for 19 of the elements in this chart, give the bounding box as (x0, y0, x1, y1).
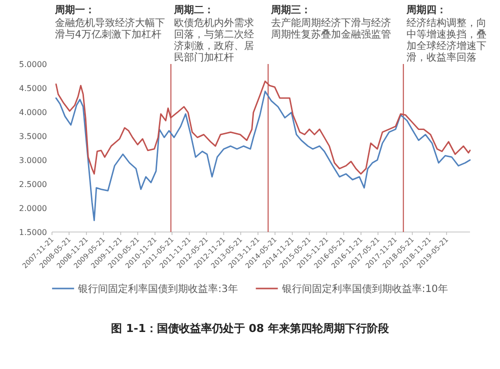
text: 欧债危机内外需求回落，与第二次经济刺激，政府、居民部门加杠杆 (174, 17, 254, 64)
text: 周期一： (54, 4, 95, 16)
y-tick-label: 2.0000 (19, 204, 47, 213)
text: 周期二： (172, 4, 214, 16)
text: 周期四： (405, 4, 446, 16)
text: 去产能周期经济下滑与经济周期性复苏叠加金融强监管 (271, 17, 392, 40)
text: 图 1-1：国债收益率仍处于 08 年来第四轮周期下行阶段 (111, 322, 390, 335)
y-tick-label: 4.5000 (19, 84, 47, 93)
text: 经济结构调整，向中等增速换挡，叠加全球经济增速下滑，收益率回落 (406, 17, 486, 64)
text: 金融危机导致经济大幅下滑与4万亿刺激下加杠杆 (55, 17, 165, 40)
y-tick-label: 2.5000 (19, 180, 47, 189)
legend-label: 银行间固定利率国债到期收益率:10年 (280, 283, 448, 295)
y-tick-label: 4.0000 (19, 108, 47, 117)
legend-label: 银行间固定利率国债到期收益率:3年 (77, 283, 238, 295)
y-tick-label: 5.0000 (19, 60, 47, 69)
text: 周期三： (270, 4, 312, 16)
y-tick-label: 1.5000 (19, 228, 47, 237)
y-tick-label: 3.0000 (19, 156, 47, 165)
y-tick-label: 3.5000 (19, 132, 47, 141)
